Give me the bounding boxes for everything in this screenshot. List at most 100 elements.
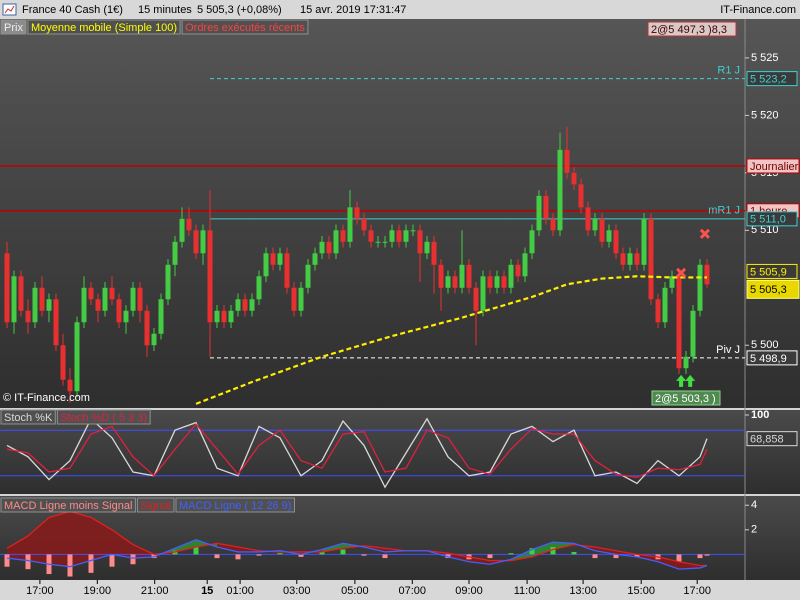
candle-body: [340, 230, 346, 242]
candle-body: [438, 264, 444, 288]
macd-fill: [216, 543, 238, 552]
candle-body: [151, 333, 157, 346]
histogram-bar: [340, 549, 346, 555]
x-tick-label: 01:00: [226, 585, 254, 597]
candle-body: [578, 184, 584, 208]
candle-body: [130, 287, 136, 311]
order-label-box: [651, 390, 721, 406]
candle-body: [95, 299, 101, 311]
legend-item: Stoch %D ( 5 3 3): [60, 412, 147, 424]
legend-item-box: [136, 497, 175, 513]
x-tick-label: 09:00: [455, 585, 483, 597]
ma-last-label: 5 505,9: [750, 266, 787, 278]
y-tick-label: 2: [751, 524, 757, 536]
candle-body: [683, 356, 689, 369]
histogram-bar: [298, 554, 304, 557]
y-tick-label: 5 510: [751, 224, 779, 236]
candle-body: [263, 253, 269, 277]
candle-body: [676, 276, 682, 369]
x-tick-label: 13:00: [569, 585, 597, 597]
candle-body: [487, 276, 493, 288]
legend-item-box: [175, 497, 295, 513]
candle-body: [690, 310, 696, 357]
histogram-bar: [235, 554, 241, 560]
candle-body: [88, 287, 94, 300]
candle-body: [410, 230, 416, 232]
candle-body: [165, 264, 171, 300]
candle-body: [571, 172, 577, 185]
macd-fill: [447, 553, 469, 562]
order-label: 2@5 503,3 ): [655, 393, 716, 405]
legend-item: MACD Ligne moins Signal: [4, 500, 132, 512]
level-value-box: [746, 211, 798, 227]
macd-fill: [657, 556, 679, 570]
x-tick-label: 15: [201, 585, 213, 597]
level-value-box: [746, 71, 798, 87]
candle-body: [81, 287, 87, 323]
series-line: [6, 538, 708, 570]
candle-body: [4, 253, 10, 323]
y-tick-label: 5 500: [751, 339, 779, 351]
x-tick-label: 21:00: [141, 585, 169, 597]
legend-item-box: [56, 409, 151, 425]
candle-body: [221, 310, 227, 323]
level-name: R1 J: [717, 65, 740, 77]
candle-body: [67, 379, 73, 392]
macd-fill: [678, 561, 700, 570]
x-tick-label: 07:00: [399, 585, 427, 597]
macd-fill: [111, 529, 133, 559]
candle-body: [53, 299, 59, 346]
candle-body: [599, 218, 605, 242]
legend-item-box: [27, 19, 181, 35]
candle-body: [536, 195, 542, 231]
candle-body: [515, 264, 521, 277]
histogram-bar: [277, 553, 283, 555]
header-item: 5 505,3 (+0,08%): [197, 4, 282, 16]
candle-body: [452, 276, 458, 288]
level-name: Journalier: [750, 161, 799, 173]
level-value-box: [746, 350, 798, 366]
candle-body: [375, 241, 381, 243]
level-value: 5 498,9: [750, 353, 787, 365]
candle-body: [389, 230, 395, 242]
copyright: © IT-Finance.com: [3, 392, 90, 404]
macd-fill: [90, 517, 112, 561]
candle-body: [445, 276, 451, 288]
y-tick-label: 5 525: [751, 52, 779, 64]
candle-body: [662, 287, 668, 323]
legend-item-box: [0, 409, 56, 425]
candle-body: [564, 149, 570, 173]
macd-fill: [174, 539, 196, 552]
candle-body: [641, 218, 647, 265]
histogram-bar: [508, 553, 514, 555]
buy-marker: [685, 374, 696, 387]
header-bar: [0, 0, 800, 19]
last-price-box: [746, 279, 800, 299]
macd-fill: [48, 511, 70, 567]
histogram-bar: [67, 554, 73, 577]
histogram-bar: [256, 554, 262, 556]
candle-body: [32, 287, 38, 323]
candle-body: [284, 253, 290, 288]
histogram-bar: [634, 554, 640, 557]
level-name: Piv J: [716, 344, 740, 356]
series-last-label-box: [746, 431, 798, 447]
candle-body: [613, 230, 619, 254]
histogram-bar: [529, 548, 535, 555]
candle-body: [179, 218, 185, 242]
candle-body: [18, 276, 24, 311]
x-tick-label: 15:00: [627, 585, 655, 597]
legend-item-box: [0, 497, 136, 513]
candle-body: [249, 299, 255, 311]
candle-body: [102, 287, 108, 311]
legend-item-box: [0, 19, 27, 35]
candle-body: [39, 287, 45, 311]
histogram-bar: [487, 554, 493, 559]
candle-body: [193, 230, 199, 254]
candle-body: [116, 299, 122, 323]
candle-body: [585, 207, 591, 231]
candle-body: [466, 264, 472, 288]
legend-item: Prix: [4, 22, 23, 34]
series-line: [6, 510, 707, 567]
histogram-bar: [676, 554, 682, 562]
